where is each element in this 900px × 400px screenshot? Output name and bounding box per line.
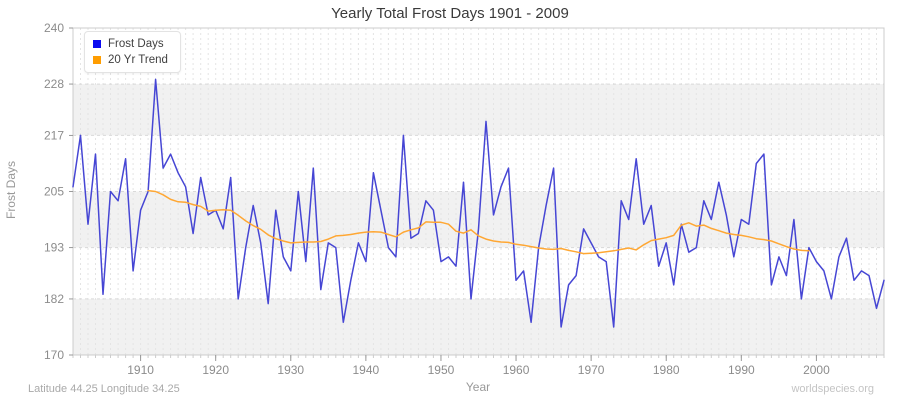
plot-band [73, 28, 884, 85]
legend-label: Frost Days [108, 38, 164, 50]
y-tick-label: 193 [44, 241, 64, 255]
y-tick-label: 182 [44, 292, 64, 306]
y-tick-label: 205 [44, 185, 64, 199]
legend-item-frost-days: Frost Days [93, 36, 168, 52]
x-tick-label: 1980 [653, 363, 680, 377]
watermark-text: worldspecies.org [791, 383, 874, 395]
legend-item-20yr-trend: 20 Yr Trend [93, 52, 168, 68]
coordinates-caption: Latitude 44.25 Longitude 34.25 [28, 383, 180, 395]
y-tick-label: 170 [44, 348, 64, 362]
frost-days-swatch-icon [93, 40, 101, 48]
y-tick-label: 228 [44, 77, 64, 91]
y-tick-label: 240 [44, 21, 64, 35]
plot-band [73, 298, 884, 355]
x-axis-title: Year [465, 380, 491, 394]
frost-days-line [72, 78, 885, 328]
chart-title: Yearly Total Frost Days 1901 - 2009 [331, 5, 569, 22]
x-tick-label: 1970 [578, 363, 605, 377]
x-tick-label: 1960 [503, 363, 530, 377]
x-tick-label: 1950 [428, 363, 455, 377]
chart-legend: Frost Days 20 Yr Trend [84, 31, 181, 73]
x-tick-label: 1910 [127, 363, 154, 377]
x-tick-label: 1990 [728, 363, 755, 377]
x-tick-label: 1920 [202, 363, 229, 377]
y-tick-label: 217 [44, 128, 64, 142]
legend-label: 20 Yr Trend [108, 54, 168, 66]
trend-swatch-icon [93, 56, 101, 64]
x-tick-label: 2000 [803, 363, 830, 377]
trend-line [147, 189, 810, 255]
x-tick-label: 1930 [277, 363, 304, 377]
y-axis-title: Frost Days [4, 161, 18, 220]
x-tick-label: 1940 [353, 363, 380, 377]
